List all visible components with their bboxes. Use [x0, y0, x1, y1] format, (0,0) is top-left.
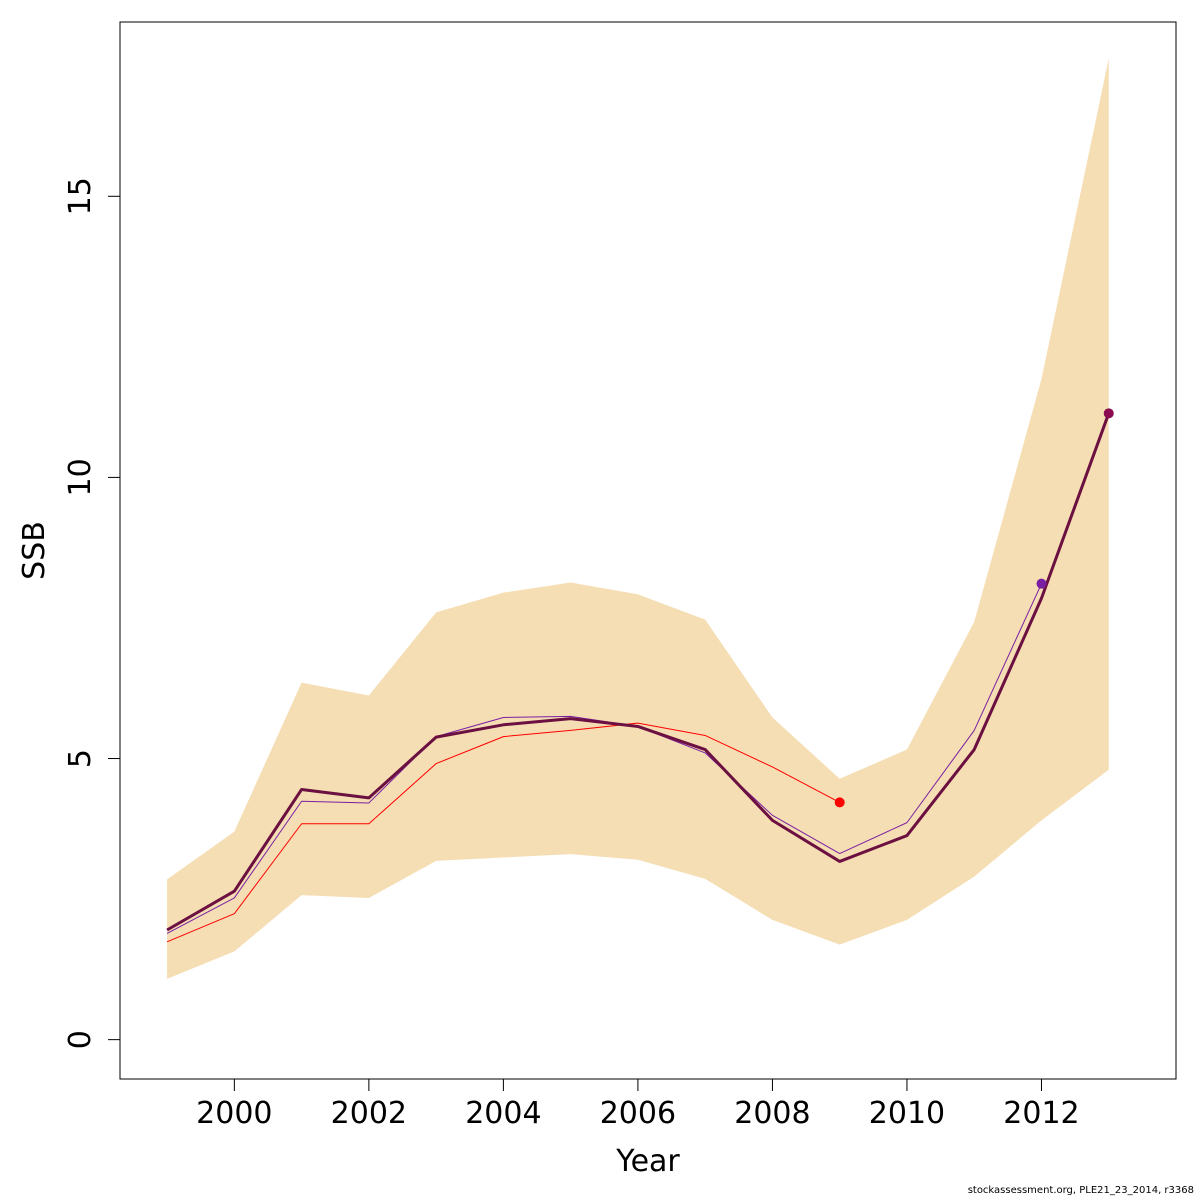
y-tick-label: 5	[63, 749, 98, 768]
x-tick-label: 2012	[1003, 1096, 1079, 1131]
y-axis-title: SSB	[17, 521, 52, 580]
series-line-3	[166, 412, 1111, 932]
series-endpoint-1	[834, 797, 845, 808]
x-axis: 2000 2002 2004 2006 2008 2010 2012	[196, 1079, 1080, 1131]
x-tick-label: 2004	[465, 1096, 541, 1131]
endpoint-markers	[834, 408, 1114, 808]
series-endpoint-2	[1036, 578, 1047, 589]
y-tick-label: 15	[63, 177, 98, 215]
x-tick-label: 2010	[869, 1096, 945, 1131]
y-tick-label: 0	[63, 1030, 98, 1049]
plot-frame	[119, 21, 1177, 1080]
y-tick-label: 10	[63, 458, 98, 496]
x-tick-label: 2008	[734, 1096, 810, 1131]
confidence-band	[167, 58, 1109, 979]
series-lines	[166, 412, 1111, 943]
x-tick-label: 2006	[600, 1096, 676, 1131]
footer-credit: stockassessment.org, PLE21_23_2014, r336…	[967, 1185, 1194, 1196]
series-line-1	[166, 722, 840, 943]
x-axis-title: Year	[615, 1144, 680, 1179]
x-tick-label: 2002	[331, 1096, 407, 1131]
y-axis: 0 5 10 15	[63, 177, 120, 1049]
series-endpoint-3	[1103, 408, 1114, 419]
confidence-band-area	[167, 58, 1109, 979]
x-tick-label: 2000	[196, 1096, 272, 1131]
